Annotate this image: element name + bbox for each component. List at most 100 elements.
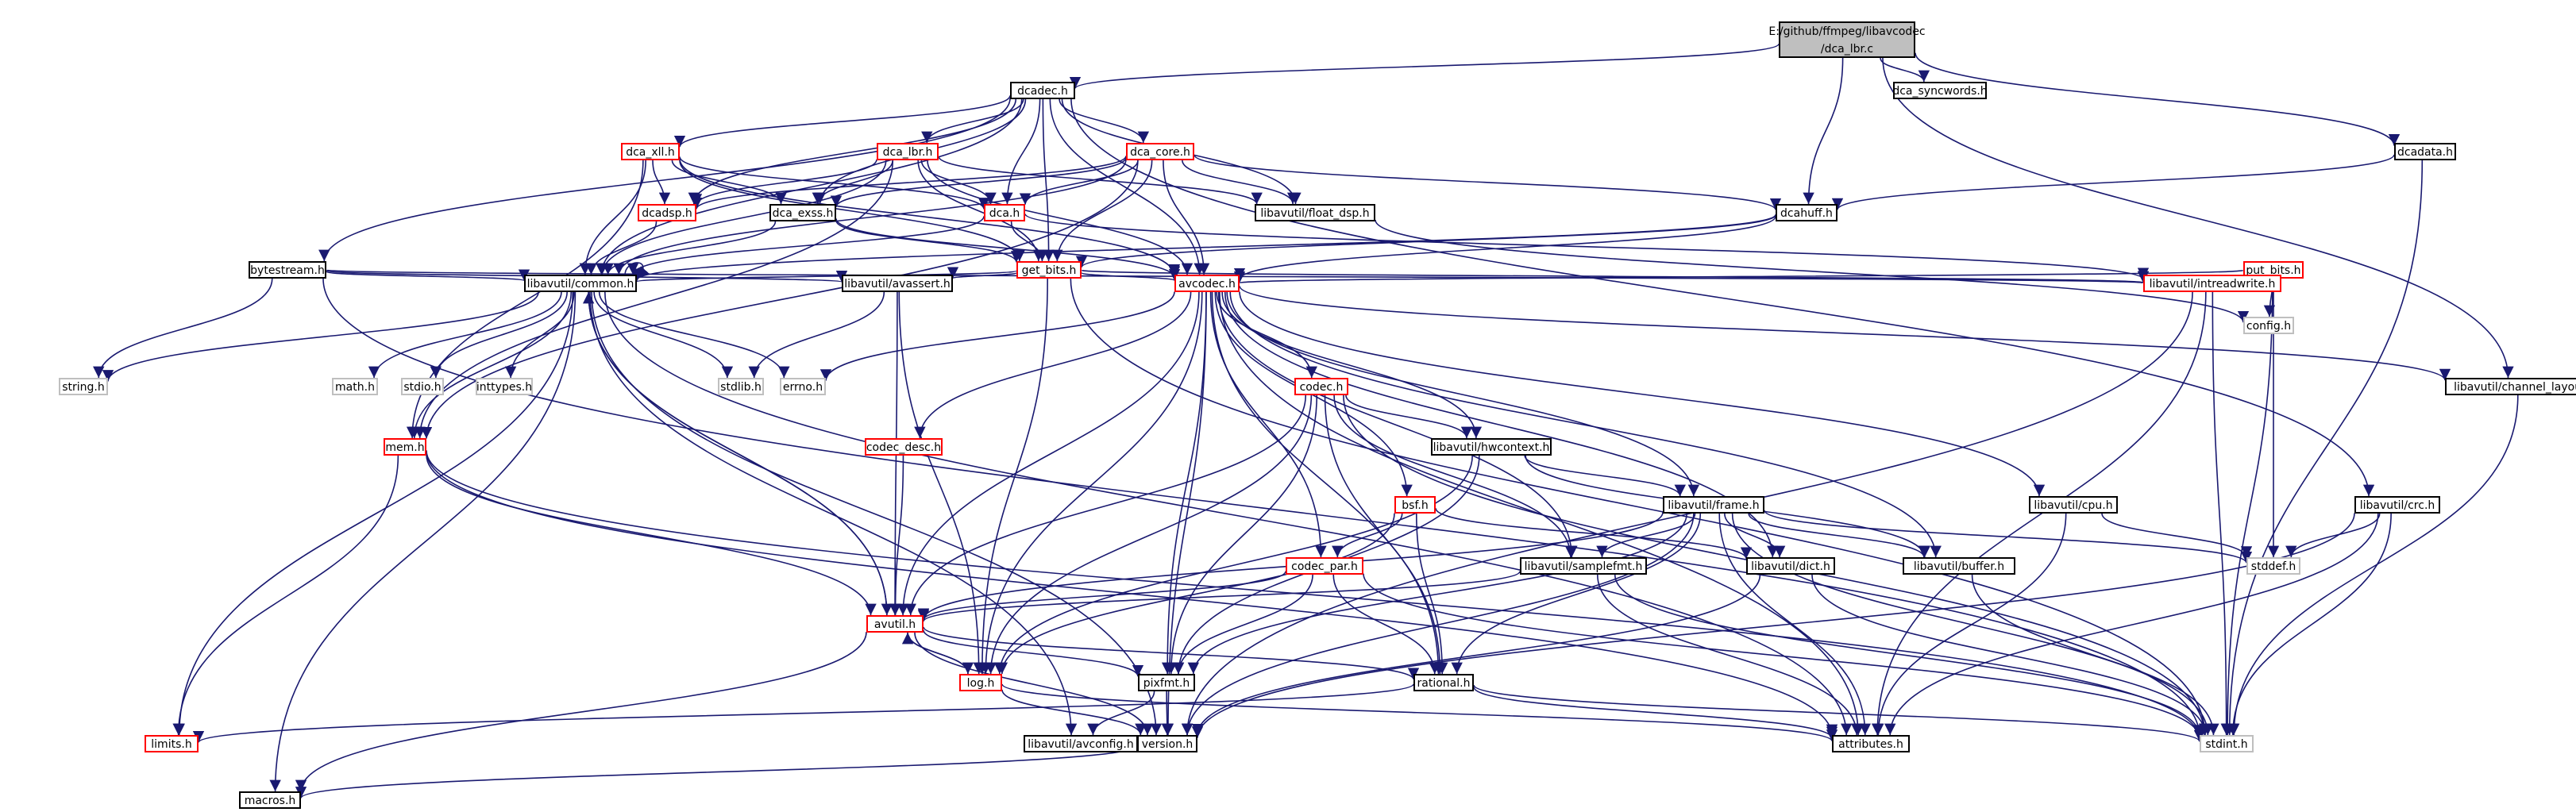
node-avassert-h[interactable]: libavutil/avassert.h [842, 275, 953, 292]
edge-dcadec_h-to-crc_h [1070, 98, 2375, 497]
node-label: codec_par.h [1291, 560, 1358, 573]
node-intreadwrite-h[interactable]: libavutil/intreadwrite.h [2143, 275, 2281, 292]
edge-codec_h-to-hwcontext_h [1345, 394, 1473, 439]
edge-get_bits_h-to-log_h [976, 278, 1048, 675]
edge-dcahuff_h-to-common_h [631, 214, 1776, 281]
node-avcodec-h[interactable]: avcodec.h [1174, 275, 1240, 292]
node-codec-desc-h[interactable]: codec_desc.h [865, 438, 943, 456]
node-buffer-h[interactable]: libavutil/buffer.h [1903, 557, 2015, 575]
node-pixfmt-h[interactable]: pixfmt.h [1138, 674, 1195, 691]
edge-root-to-dca_syncwords_h [1880, 57, 1930, 83]
edge-avcodec_h-to-log_h [980, 291, 1203, 675]
node-avconfig-h[interactable]: libavutil/avconfig.h [1024, 735, 1138, 752]
node-cpu-h[interactable]: libavutil/cpu.h [2029, 496, 2118, 514]
node-float-dsp-h[interactable]: libavutil/float_dsp.h [1255, 204, 1375, 221]
node-math-h[interactable]: math.h [332, 378, 378, 395]
node-inttypes-h[interactable]: inttypes.h [476, 378, 533, 395]
edge-codec_par_h-to-pixfmt_h [1172, 574, 1313, 675]
edge-avassert_h-to-log_h [898, 291, 985, 675]
node-box [1126, 143, 1194, 160]
edge-dca_lbr_h-to-common_h [596, 160, 887, 275]
node-dca-xll-h[interactable]: dca_xll.h [621, 143, 680, 160]
edge-bsf_h-to-dict_h [1435, 507, 1753, 560]
node-box [1394, 496, 1436, 514]
node-stdint-h[interactable]: stdint.h [2200, 735, 2254, 752]
node-bytestream-h[interactable]: bytestream.h [249, 261, 326, 279]
edge-dcadec_h-to-dcadsp_h [688, 98, 1017, 205]
node-box [1255, 204, 1375, 221]
node-label: dca_lbr.h [883, 146, 933, 159]
edge-dcadec_h-to-common_h [596, 98, 1023, 275]
node-bsf-h[interactable]: bsf.h [1394, 496, 1436, 514]
node-dca-h[interactable]: dca.h [984, 204, 1025, 221]
node-stdlib-h[interactable]: stdlib.h [718, 378, 764, 395]
node-dcadec-h[interactable]: dcadec.h [1010, 82, 1075, 99]
node-frame-h[interactable]: libavutil/frame.h [1663, 496, 1764, 514]
node-common-h[interactable]: libavutil/common.h [524, 275, 637, 292]
node-label: string.h [62, 381, 105, 394]
edge-dca_core_h-to-get_bits_h [1051, 160, 1153, 262]
node-dca-syncwords-h[interactable]: dca_syncwords.h [1892, 82, 1988, 99]
node-box [332, 378, 378, 395]
node-avutil-h[interactable]: avutil.h [866, 615, 924, 633]
node-label: libavutil/channel_layout.h [2454, 381, 2576, 394]
node-box [401, 378, 444, 395]
node-macros-h[interactable]: macros.h [239, 791, 301, 809]
node-crc-h[interactable]: libavutil/crc.h [2354, 496, 2440, 514]
node-rational-h[interactable]: rational.h [1413, 674, 1474, 691]
node-label: macros.h [245, 795, 296, 807]
edge-avcodec_h-to-codec_par_h [1209, 291, 1327, 558]
edge-codec_h-to-log_h [985, 394, 1313, 675]
node-limits-h[interactable]: limits.h [145, 735, 199, 752]
node-errno-h[interactable]: errno.h [780, 378, 826, 395]
node-dcadsp-h[interactable]: dcadsp.h [638, 204, 696, 221]
edge-dca_exss_h-to-get_bits_h [835, 220, 1023, 263]
node-put-bits-h[interactable]: put_bits.h [2243, 261, 2304, 279]
node-codec-h[interactable]: codec.h [1294, 378, 1348, 395]
node-channel-layout-h[interactable]: libavutil/channel_layout.h [2445, 378, 2576, 395]
node-label: config.h [2246, 320, 2291, 333]
node-get-bits-h[interactable]: get_bits.h [1016, 261, 1082, 279]
node-codec-par-h[interactable]: codec_par.h [1286, 557, 1363, 575]
node-root[interactable]: E:/github/ffmpeg/libavcodec/dca_lbr.c [1768, 21, 1926, 58]
node-box [718, 378, 764, 395]
node-box [2200, 735, 2254, 752]
node-label: libavutil/samplefmt.h [1525, 560, 1643, 573]
node-dca-lbr-h[interactable]: dca_lbr.h [877, 143, 939, 160]
edge-bytestream_h-to-string_h [93, 278, 273, 379]
edge-log_h-to-avutil_h [901, 632, 969, 675]
edge-avcodec_h-to-version_h [1162, 291, 1207, 736]
edge-avutil_h-to-common_h [582, 291, 888, 616]
edge-dict_h-to-version_h [1191, 574, 1761, 736]
node-mem-h[interactable]: mem.h [384, 438, 426, 456]
edge-common_h-to-version_h [591, 291, 1163, 736]
node-stdio-h[interactable]: stdio.h [401, 378, 444, 395]
edge-codec_h-to-rational_h [1324, 394, 1446, 675]
node-label: inttypes.h [476, 381, 532, 394]
node-dcahuff-h[interactable]: dcahuff.h [1776, 204, 1838, 221]
node-box [476, 378, 533, 395]
edge-channel_layout_h-to-stdint_h [2228, 394, 2519, 736]
node-dcadata-h[interactable]: dcadata.h [2394, 143, 2456, 160]
node-label: avutil.h [874, 618, 916, 631]
edge-get_bits_h-to-stdint_h [1070, 278, 2211, 736]
node-samplefmt-h[interactable]: libavutil/samplefmt.h [1520, 557, 1647, 575]
node-box [1010, 82, 1075, 99]
node-string-h[interactable]: string.h [59, 378, 108, 395]
node-dca-core-h[interactable]: dca_core.h [1126, 143, 1194, 160]
node-hwcontext-h[interactable]: libavutil/hwcontext.h [1431, 438, 1552, 456]
node-attributes-h[interactable]: attributes.h [1832, 735, 1910, 752]
node-version-h[interactable]: version.h [1137, 735, 1197, 752]
edge-codec_h-to-avutil_h [904, 394, 1307, 616]
node-config-h[interactable]: config.h [2243, 317, 2294, 334]
node-label: libavutil/avassert.h [844, 278, 951, 291]
edge-bsf_h-to-rational_h [1415, 513, 1448, 675]
edge-crc_h-to-attributes_h [1884, 513, 2379, 736]
edge-common_h-to-macros_h [269, 291, 577, 792]
node-stddef-h[interactable]: stddef.h [2246, 557, 2300, 575]
node-log-h[interactable]: log.h [959, 674, 1002, 691]
node-dict-h[interactable]: libavutil/dict.h [1746, 557, 1835, 575]
node-dca-exss-h[interactable]: dca_exss.h [769, 204, 836, 221]
edge-codec_h-to-samplefmt_h [1333, 394, 1577, 558]
node-box [1776, 204, 1838, 221]
